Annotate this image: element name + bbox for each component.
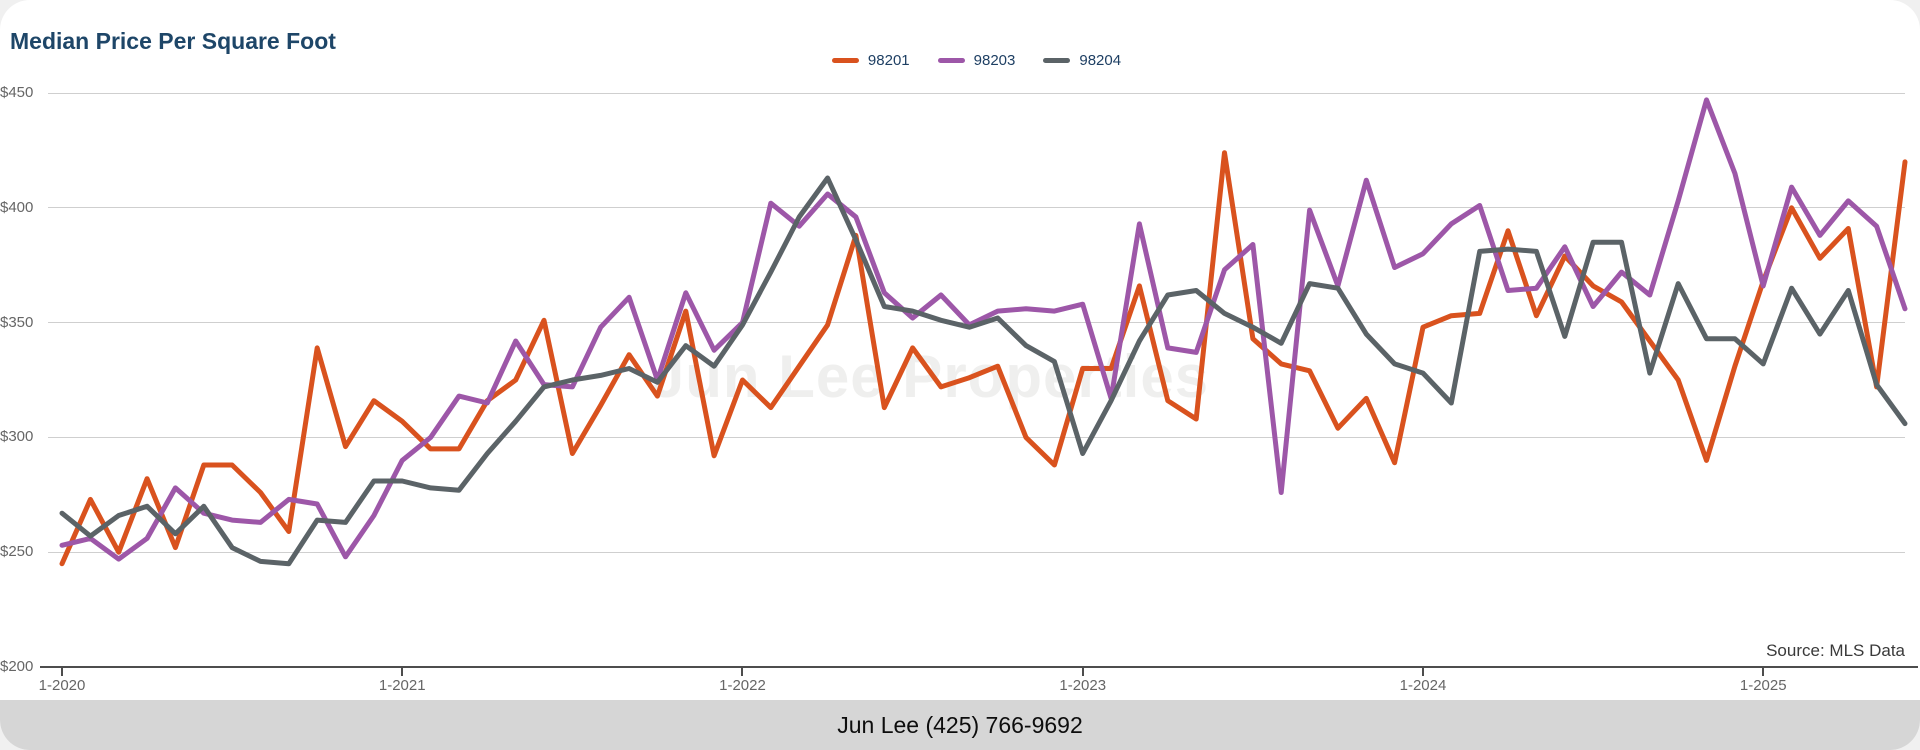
y-axis-label: $300: [0, 428, 34, 446]
legend-item-98204: 98204: [1043, 52, 1121, 69]
series-line-98204: [59, 175, 1908, 567]
y-gridline: [48, 92, 1905, 94]
y-axis-label: $400: [0, 198, 34, 216]
x-axis-label: 1-2020: [38, 677, 86, 694]
y-gridline: [48, 207, 1905, 209]
y-axis-label: $450: [0, 84, 34, 101]
x-axis-label: 1-2021: [378, 677, 426, 694]
legend-label-98201: 98201: [867, 52, 910, 69]
agent-contact: Jun Lee (425) 766-9692: [837, 711, 1083, 738]
chart-legend: 98201 98203 98204: [48, 52, 1905, 69]
legend-swatch-98203: [937, 58, 965, 63]
x-axis-tick: [1762, 668, 1765, 676]
x-axis-label: 1-2025: [1739, 677, 1787, 694]
series-line-98203: [59, 97, 1908, 562]
legend-swatch-98201: [831, 58, 859, 63]
series-line-98201: [59, 150, 1908, 567]
source-attribution: Source: MLS Data: [1766, 641, 1905, 660]
y-axis-label: $200: [0, 658, 34, 675]
y-axis-label: $250: [0, 543, 34, 561]
footer-bar: Jun Lee (425) 766-9692: [0, 700, 1920, 750]
legend-item-98201: 98201: [831, 52, 910, 69]
legend-item-98203: 98203: [937, 52, 1016, 69]
legend-swatch-98204: [1043, 58, 1071, 63]
page-title: Median Price Per Square Foot: [10, 28, 336, 54]
x-axis-tick: [401, 668, 404, 676]
x-axis-tick: [1421, 668, 1424, 676]
x-axis-label: 1-2024: [1399, 677, 1447, 694]
x-axis-line: [40, 666, 1918, 668]
legend-label-98203: 98203: [973, 52, 1016, 69]
y-axis-label: $350: [0, 313, 34, 331]
y-gridline: [48, 436, 1905, 438]
x-axis-label: 1-2022: [719, 677, 766, 694]
legend-label-98204: 98204: [1079, 52, 1122, 69]
x-axis-label: 1-2023: [1059, 677, 1107, 694]
x-axis-tick: [61, 668, 63, 676]
x-axis-tick: [741, 668, 744, 676]
x-axis-tick: [1081, 668, 1084, 676]
y-gridline: [48, 551, 1905, 553]
